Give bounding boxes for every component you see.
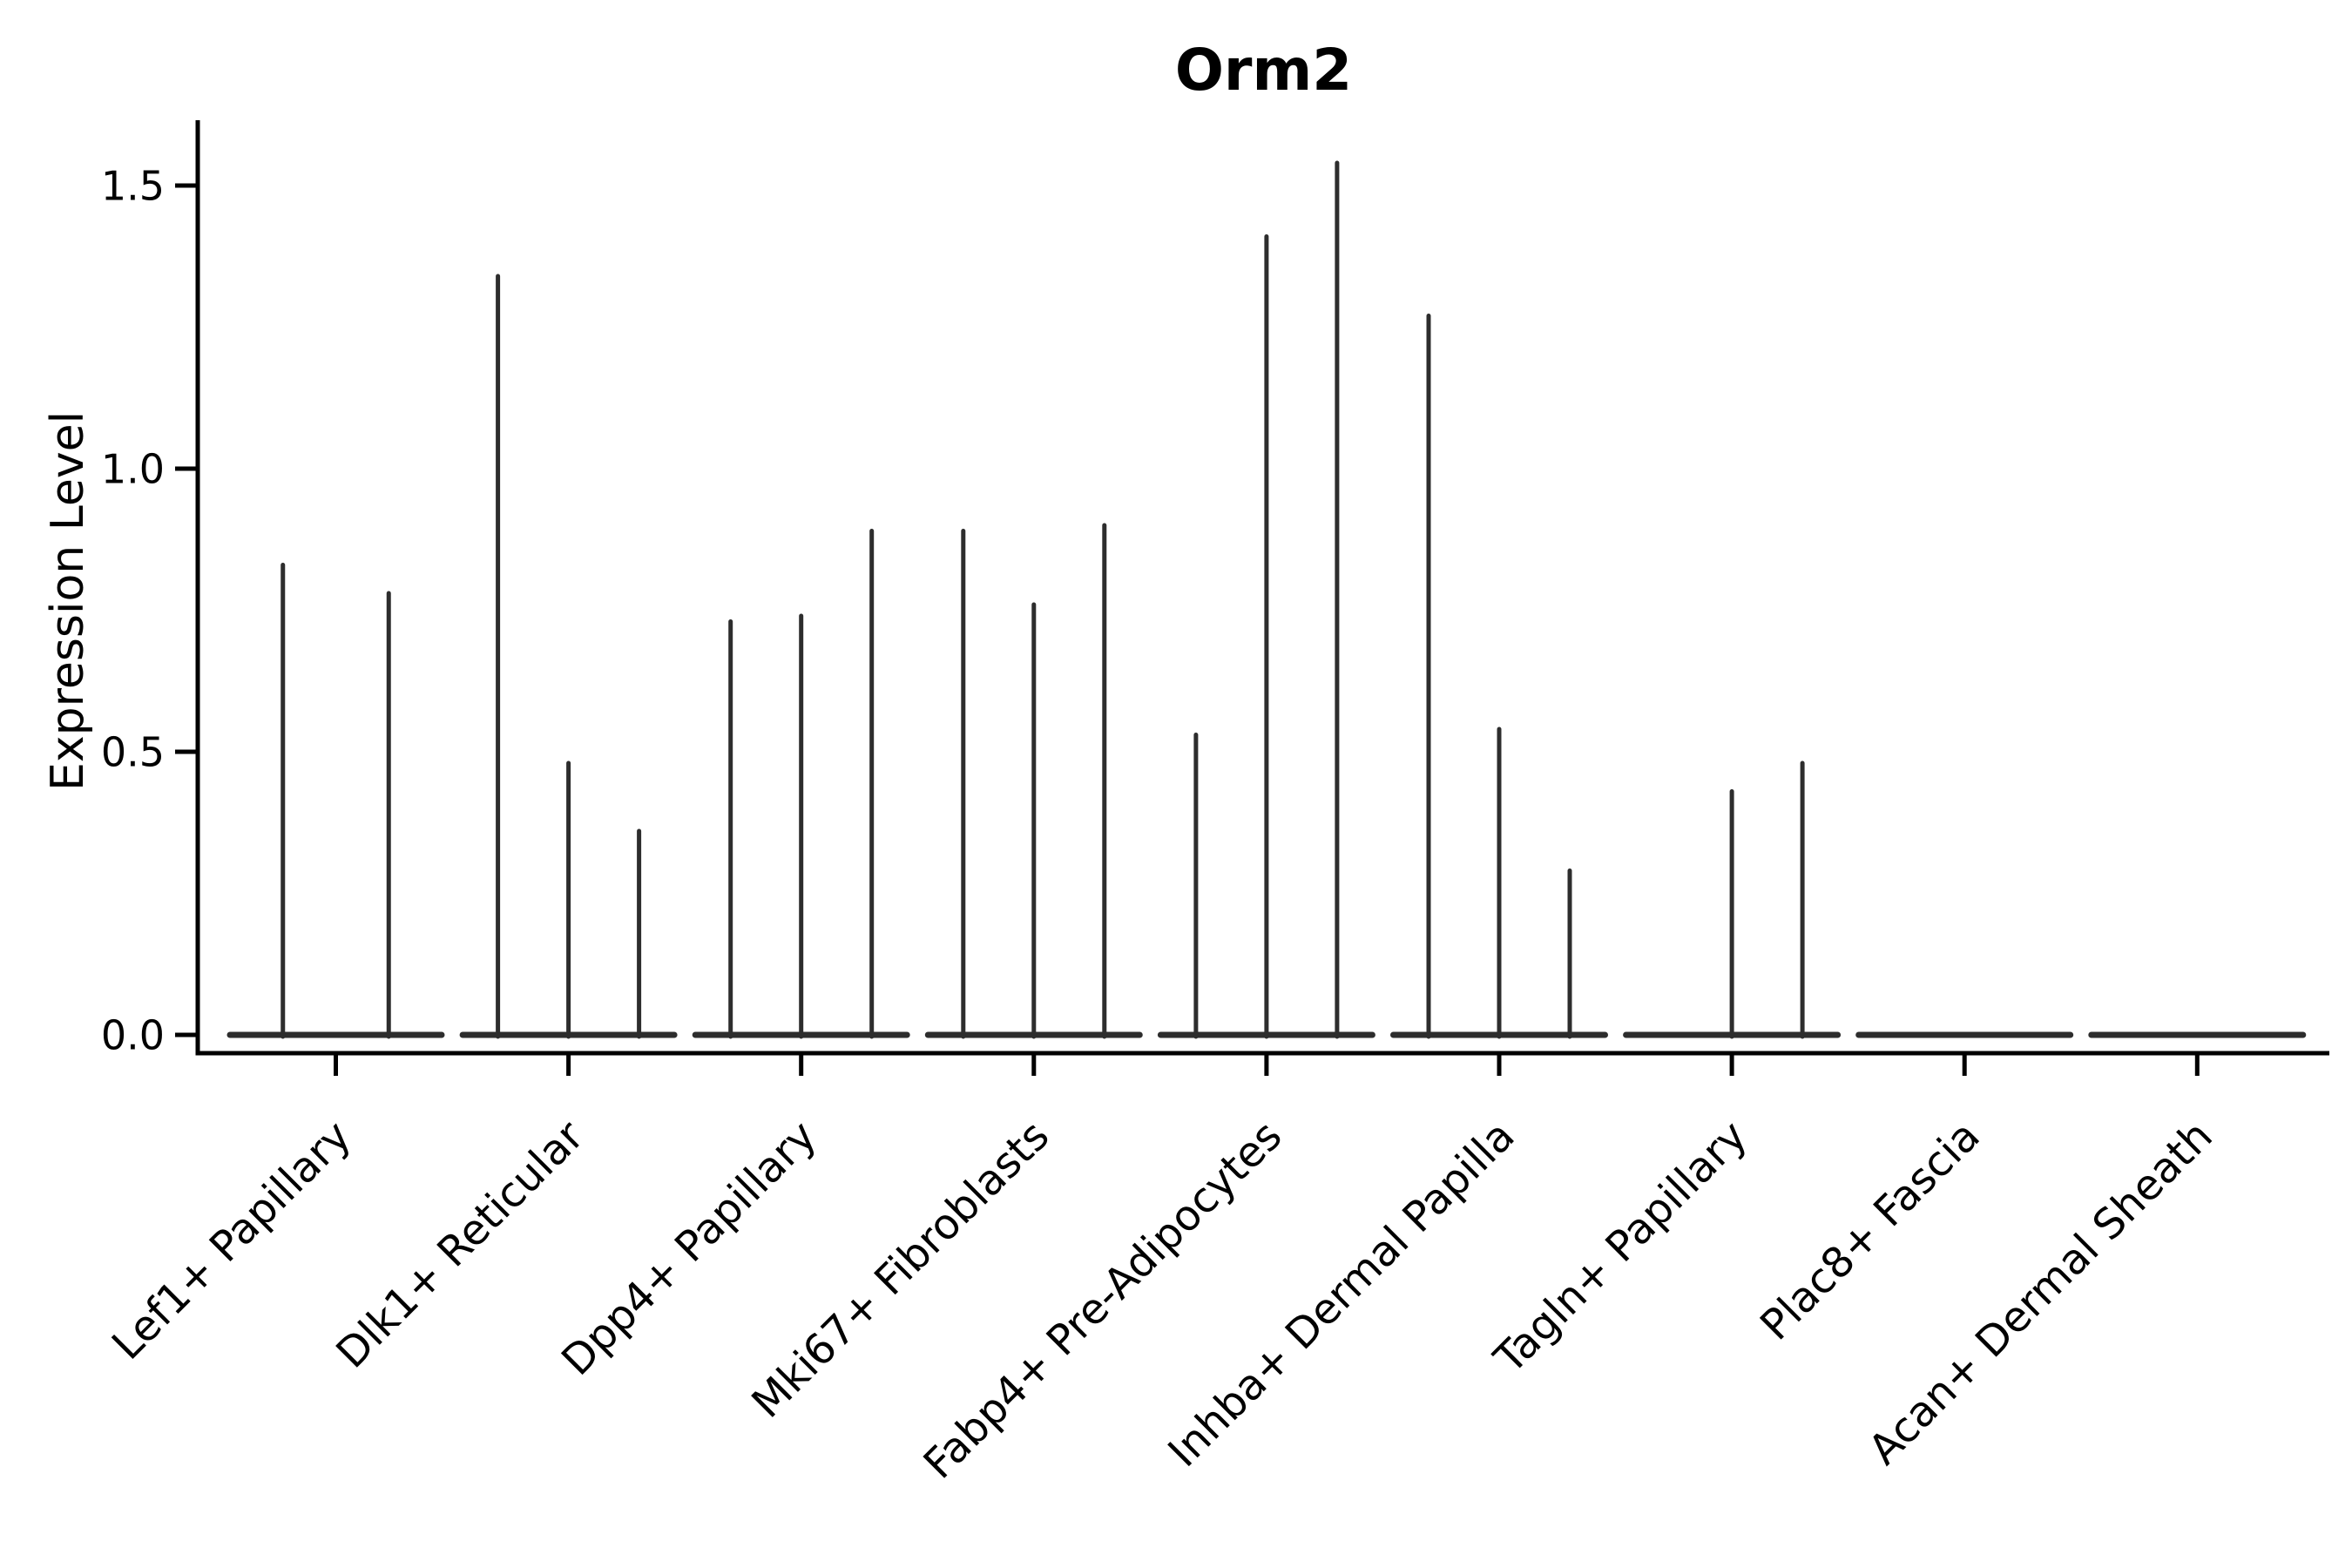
y-tick-label: 1.5 — [101, 163, 165, 210]
x-tick-label: Lef1+ Papillary — [103, 1112, 361, 1369]
x-tick-label: Dlk1+ Reticular — [327, 1112, 593, 1378]
x-tick-label: Tagln+ Papillary — [1484, 1112, 1756, 1383]
x-tick-label: Dpp4+ Papillary — [552, 1112, 826, 1385]
chart-title: Orm2 — [1174, 37, 1353, 104]
y-tick-label: 0.5 — [101, 729, 165, 776]
y-tick-label: 1.0 — [101, 446, 165, 493]
x-tick-label: Plac8+ Fascia — [1751, 1112, 1990, 1350]
y-tick-label: 0.0 — [101, 1012, 165, 1059]
